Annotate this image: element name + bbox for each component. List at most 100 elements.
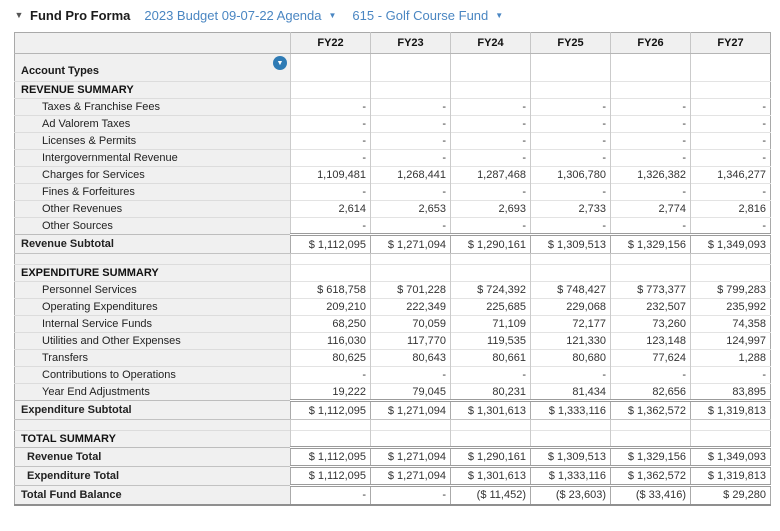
row-value: $ 1,112,095 bbox=[290, 399, 371, 420]
collapse-panel-icon[interactable]: ▼ bbox=[14, 9, 24, 20]
row-value: - bbox=[690, 366, 771, 384]
table-row: Revenue Subtotal $ 1,112,095 $ 1,271,094… bbox=[14, 233, 771, 254]
row-value: - bbox=[690, 183, 771, 201]
row-value: - bbox=[370, 366, 451, 384]
row-value: - bbox=[290, 217, 371, 235]
row-value: 1,306,780 bbox=[530, 166, 611, 184]
row-value: - bbox=[450, 132, 531, 150]
budget-dropdown-label: 2023 Budget 09-07-22 Agenda bbox=[144, 7, 322, 23]
table-row: Transfers 80,625 80,643 80,661 80,680 77… bbox=[14, 349, 771, 367]
table-row: Personnel Services $ 618,758 $ 701,228 $… bbox=[14, 281, 771, 299]
row-value bbox=[530, 419, 611, 431]
row-value: 1,268,441 bbox=[370, 166, 451, 184]
row-label: Licenses & Permits bbox=[14, 132, 291, 150]
fund-dropdown[interactable]: 615 - Golf Course Fund ▼ bbox=[352, 8, 503, 23]
row-value bbox=[530, 430, 611, 448]
row-value: - bbox=[610, 217, 691, 235]
row-value bbox=[450, 81, 531, 99]
row-label: Fines & Forfeitures bbox=[14, 183, 291, 201]
row-label: Revenue Total bbox=[14, 447, 291, 467]
row-value: 73,260 bbox=[610, 315, 691, 333]
row-value: - bbox=[610, 366, 691, 384]
column-header-fy24: FY24 bbox=[450, 32, 531, 54]
row-value: - bbox=[450, 98, 531, 116]
row-value: 1,346,277 bbox=[690, 166, 771, 184]
row-value: $ 1,112,095 bbox=[290, 446, 371, 467]
row-value: 19,222 bbox=[290, 383, 371, 401]
row-value bbox=[610, 430, 691, 448]
table-row: Expenditure Total $ 1,112,095 $ 1,271,09… bbox=[14, 465, 771, 486]
table-row: Ad Valorem Taxes - - - - - - bbox=[14, 115, 771, 133]
row-value: $ 1,362,572 bbox=[610, 465, 691, 486]
table-row: Operating Expenditures 209,210 222,349 2… bbox=[14, 298, 771, 316]
row-value: $ 1,333,116 bbox=[530, 399, 611, 420]
row-value: 82,656 bbox=[610, 383, 691, 401]
row-value: 123,148 bbox=[610, 332, 691, 350]
row-value: $ 1,301,613 bbox=[450, 465, 531, 486]
row-value bbox=[530, 253, 611, 265]
row-value: 81,434 bbox=[530, 383, 611, 401]
row-value: 124,997 bbox=[690, 332, 771, 350]
row-value: $ 1,271,094 bbox=[370, 399, 451, 420]
table-row: Internal Service Funds 68,250 70,059 71,… bbox=[14, 315, 771, 333]
row-label: Other Revenues bbox=[14, 200, 291, 218]
table-body: ▼ Account Types REVENUE SUMMARY Taxes & … bbox=[14, 53, 771, 506]
account-types-row: ▼ Account Types bbox=[14, 53, 771, 82]
row-value: $ 1,333,116 bbox=[530, 465, 611, 486]
row-value: - bbox=[450, 217, 531, 235]
row-value: 116,030 bbox=[290, 332, 371, 350]
row-label: Intergovernmental Revenue bbox=[14, 149, 291, 167]
row-label: Revenue Subtotal bbox=[14, 234, 291, 254]
column-header-row: FY22 FY23 FY24 FY25 FY26 FY27 bbox=[14, 32, 771, 54]
row-value: $ 1,349,093 bbox=[690, 233, 771, 254]
row-value: $ 701,228 bbox=[370, 281, 451, 299]
row-value: $ 1,309,513 bbox=[530, 233, 611, 254]
row-value: - bbox=[690, 149, 771, 167]
row-value bbox=[370, 419, 451, 431]
row-value: - bbox=[370, 132, 451, 150]
row-value: 1,326,382 bbox=[610, 166, 691, 184]
chevron-down-icon: ▼ bbox=[328, 11, 337, 20]
row-value: 80,643 bbox=[370, 349, 451, 367]
row-value: 77,624 bbox=[610, 349, 691, 367]
row-value: 229,068 bbox=[530, 298, 611, 316]
row-value: - bbox=[290, 132, 371, 150]
table-row bbox=[14, 253, 771, 265]
chevron-down-icon: ▼ bbox=[495, 11, 504, 20]
row-label: Total Fund Balance bbox=[14, 485, 291, 506]
row-value: $ 1,329,156 bbox=[610, 446, 691, 467]
row-label: Operating Expenditures bbox=[14, 298, 291, 316]
row-value: $ 1,319,813 bbox=[690, 399, 771, 420]
row-value: - bbox=[610, 183, 691, 201]
row-value: - bbox=[450, 115, 531, 133]
row-value: - bbox=[290, 366, 371, 384]
row-label: EXPENDITURE SUMMARY bbox=[14, 264, 291, 282]
row-value: $ 799,283 bbox=[690, 281, 771, 299]
row-value: - bbox=[370, 484, 451, 506]
row-value: - bbox=[690, 98, 771, 116]
table-row: REVENUE SUMMARY bbox=[14, 81, 771, 99]
row-value bbox=[450, 419, 531, 431]
row-value: $ 1,112,095 bbox=[290, 465, 371, 486]
row-value: - bbox=[450, 366, 531, 384]
row-value: - bbox=[290, 149, 371, 167]
row-label: Taxes & Franchise Fees bbox=[14, 98, 291, 116]
row-value: 68,250 bbox=[290, 315, 371, 333]
row-value: - bbox=[370, 217, 451, 235]
column-header-fy25: FY25 bbox=[530, 32, 611, 54]
table-row: Charges for Services 1,109,481 1,268,441… bbox=[14, 166, 771, 184]
row-value: - bbox=[530, 217, 611, 235]
row-value: 235,992 bbox=[690, 298, 771, 316]
row-value: - bbox=[610, 132, 691, 150]
column-header-fy22: FY22 bbox=[290, 32, 371, 54]
row-label: Internal Service Funds bbox=[14, 315, 291, 333]
row-value bbox=[450, 264, 531, 282]
row-value: 232,507 bbox=[610, 298, 691, 316]
row-label: Expenditure Subtotal bbox=[14, 400, 291, 420]
table-row: Total Fund Balance - - ($ 11,452) ($ 23,… bbox=[14, 484, 771, 506]
row-value bbox=[290, 81, 371, 99]
row-label: Year End Adjustments bbox=[14, 383, 291, 401]
account-types-filter-icon[interactable]: ▼ bbox=[273, 56, 287, 70]
budget-dropdown[interactable]: 2023 Budget 09-07-22 Agenda ▼ bbox=[144, 8, 336, 23]
row-value bbox=[690, 430, 771, 448]
